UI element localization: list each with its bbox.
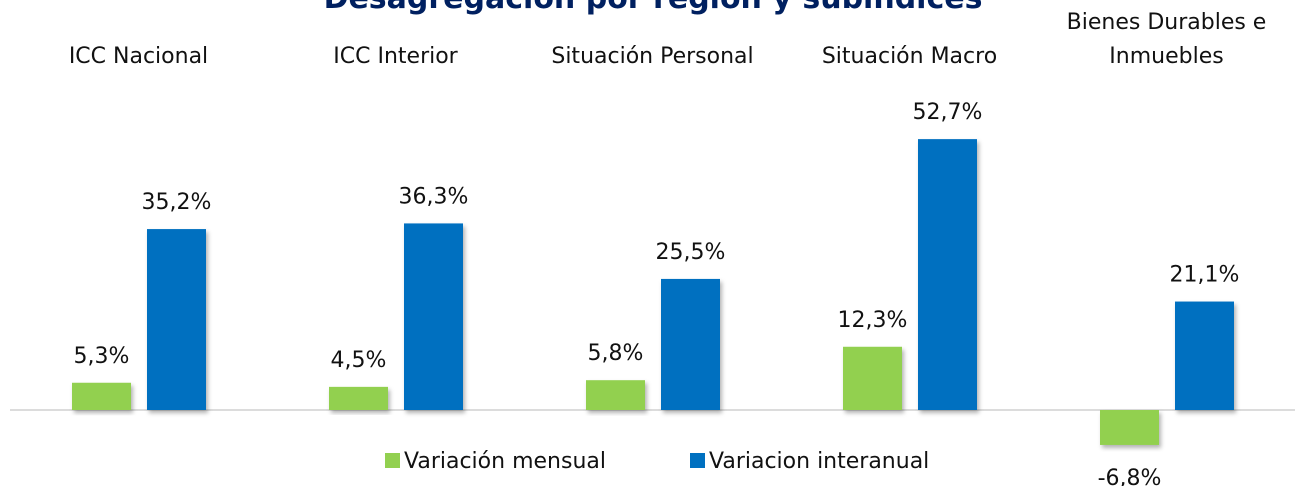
value-label: -6,8% [1098,466,1162,486]
bar [661,278,720,410]
value-label: 12,3% [838,308,908,333]
value-label: 5,8% [588,341,644,366]
value-label: 5,3% [74,344,130,369]
value-label: 21,1% [1170,263,1240,288]
bar [1100,410,1159,445]
value-label: 36,3% [399,184,469,209]
legend-label: Variacion interanual [709,449,929,474]
bar [329,386,388,410]
value-label: 35,2% [142,190,212,215]
value-label: 4,5% [331,348,387,373]
chart-title: Desagregación por región y subíndices [324,0,983,16]
value-label: 52,7% [913,100,983,125]
bar [918,139,977,410]
value-label: 25,5% [656,240,726,265]
bar [1175,301,1234,410]
bar [147,229,206,410]
category-label: ICC Nacional [68,44,209,69]
bar [843,346,902,410]
bar [586,380,645,410]
category-label: Situación Personal [551,44,754,69]
legend-swatch [385,453,400,468]
category-label: Bienes Durables e Inmuebles [1066,10,1267,69]
legend-label: Variación mensual [404,449,606,474]
bar [72,382,131,410]
legend-swatch [690,453,705,468]
bar [404,223,463,410]
category-label: ICC Interior [333,44,458,69]
category-label: Situación Macro [821,44,998,69]
